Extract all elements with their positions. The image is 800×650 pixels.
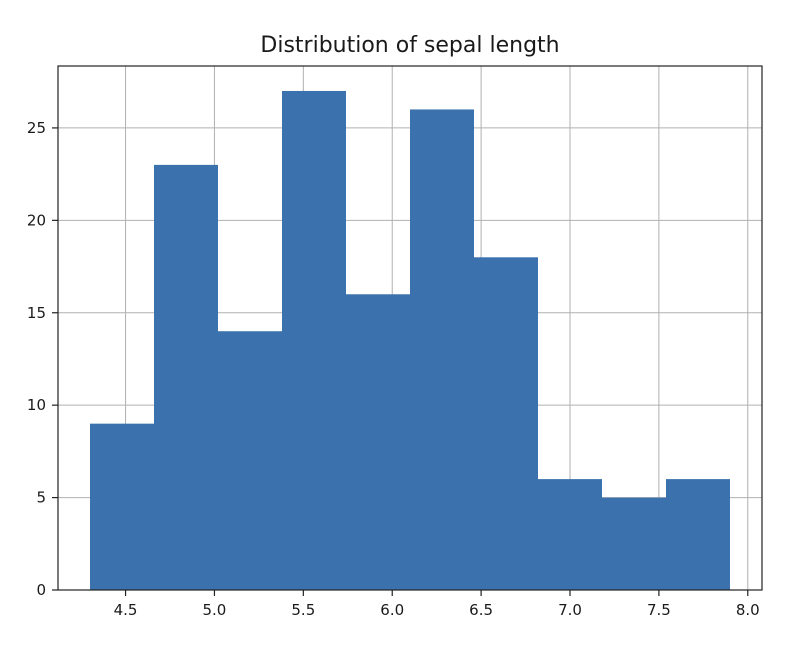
x-tick-label: 8.0 [736,601,760,619]
y-tick-label: 10 [27,396,46,414]
y-tick-label: 20 [27,211,46,229]
y-axis-ticks: 0 5 10 15 20 25 [27,119,58,599]
y-tick-label: 5 [36,489,46,507]
histogram-bar-10 [666,479,730,590]
y-tick-label: 15 [27,304,46,322]
histogram-bar-1 [90,423,154,590]
x-tick-label: 7.5 [647,601,671,619]
histogram-bar-7 [474,257,538,590]
histogram-bar-9 [602,497,666,590]
plot-frame [57,65,763,591]
x-tick-label: 7.0 [558,601,582,619]
histogram-bars [90,90,730,591]
histogram-bar-8 [538,479,602,590]
x-tick-label: 5.5 [291,601,315,619]
histogram-bar-3 [218,331,282,590]
x-axis-ticks: 4.5 5.0 5.5 6.0 6.5 7.0 7.5 8.0 [114,590,760,619]
x-tick-label: 5.0 [203,601,227,619]
histogram-bar-5 [346,294,410,590]
histogram-bar-2 [154,164,218,590]
chart-title: Distribution of sepal length [260,33,559,58]
y-tick-label: 0 [36,581,46,599]
x-tick-label: 6.0 [380,601,404,619]
x-tick-label: 6.5 [469,601,493,619]
x-tick-label: 4.5 [114,601,138,619]
y-tick-label: 25 [27,119,46,137]
histogram-bar-6 [410,109,474,591]
histogram-bar-4 [282,90,346,590]
